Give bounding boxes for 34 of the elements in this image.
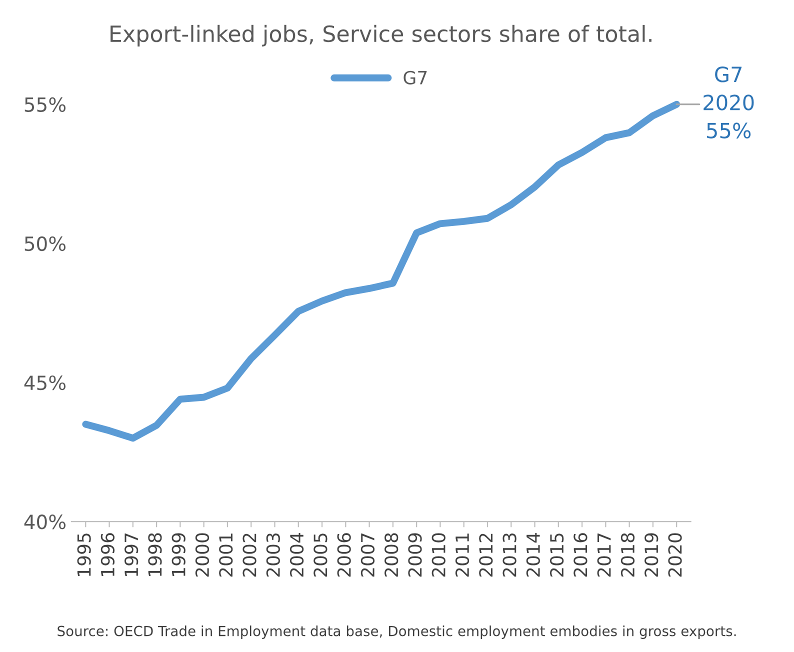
legend-label: G7 [404,70,427,84]
y-tick-label: 45% [24,375,66,390]
x-tick-label: 2012 [479,534,493,577]
x-tick-label: 2010 [432,533,446,577]
x-tick-label: 2005 [314,534,328,577]
x-tick-label: 2011 [455,534,470,577]
x-tick-label: 2016 [574,533,588,577]
x-tick-label: 2007 [360,534,375,577]
x-tick-label: 2004 [290,533,304,577]
x-tick-label: 2019 [644,533,658,577]
x-tick-label: 2014 [526,533,540,577]
x-tick-label: 2020 [668,533,682,577]
x-tick-label: 1998 [148,533,162,576]
x-tick-label: 2001 [219,534,233,577]
x-tick-label: 1995 [77,534,91,576]
x-tick-label: 2000 [195,533,210,577]
x-tick-label: 1997 [124,534,138,576]
x-tick-label: 2008 [384,533,398,577]
y-tick-label: 55% [24,97,66,112]
x-tick-label: 2018 [620,533,635,577]
chart-title: Export-linked jobs, Service sectors share of total. [110,24,652,46]
x-tick-label: 2017 [597,534,611,577]
x-tick-label: 2013 [502,533,516,577]
x-tick-label: 1999 [172,533,186,576]
y-tick-label: 40% [24,514,66,530]
annotation: G7 2020 55% [704,66,754,138]
x-tick-label: 2002 [242,534,256,577]
y-tick-label: 50% [24,236,66,252]
x-tick-label: 2003 [266,533,280,577]
x-tick-label: 2006 [337,533,351,577]
x-tick-label: 2009 [408,533,422,577]
x-tick-label: 2015 [550,534,564,577]
x-tick-label: 1996 [100,533,115,576]
source-note: Source: OECD Trade in Employment data base, Domestic employment embodies in gross exports. [58,626,736,639]
